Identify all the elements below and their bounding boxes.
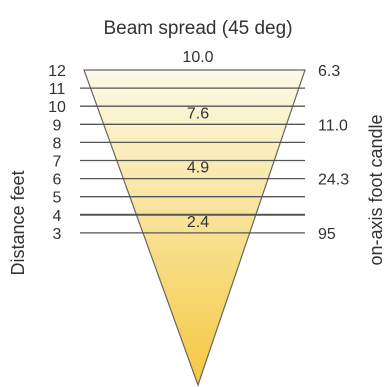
right-axis-label: on-axis foot candle	[366, 114, 386, 265]
beam-cone	[83, 69, 306, 387]
foot-candle-label-9: 11.0	[318, 117, 348, 134]
distance-tick-6: 6	[53, 172, 62, 189]
distance-tick-4: 4	[53, 208, 62, 225]
foot-candle-label-3: 95	[318, 226, 336, 243]
foot-candle-labels: 6.3 11.0 24.3 95	[318, 63, 349, 243]
distance-tick-lines	[80, 87, 305, 234]
distance-tick-3: 3	[53, 226, 62, 243]
left-axis-label: Distance feet	[8, 170, 28, 275]
distance-tick-12: 12	[48, 63, 66, 80]
beam-diameter-label-9: 7.6	[187, 105, 209, 122]
distance-tick-11: 11	[49, 81, 66, 98]
distance-tick-8: 8	[53, 135, 62, 152]
distance-tick-5: 5	[53, 190, 62, 207]
beam-diameter-label-6: 4.9	[187, 160, 209, 177]
foot-candle-label-12: 6.3	[318, 63, 340, 80]
beam-diameter-label-3: 2.4	[187, 214, 209, 231]
diagram-title: Beam spread (45 deg)	[103, 18, 292, 39]
foot-candle-label-6: 24.3	[318, 172, 349, 189]
distance-tick-10: 10	[48, 99, 66, 116]
distance-tick-9: 9	[53, 117, 62, 134]
beam-diameter-label-12: 10.0	[182, 49, 213, 66]
beam-diameter-labels: 10.0 7.6 4.9 2.4	[182, 49, 213, 231]
distance-tick-7: 7	[53, 154, 62, 171]
